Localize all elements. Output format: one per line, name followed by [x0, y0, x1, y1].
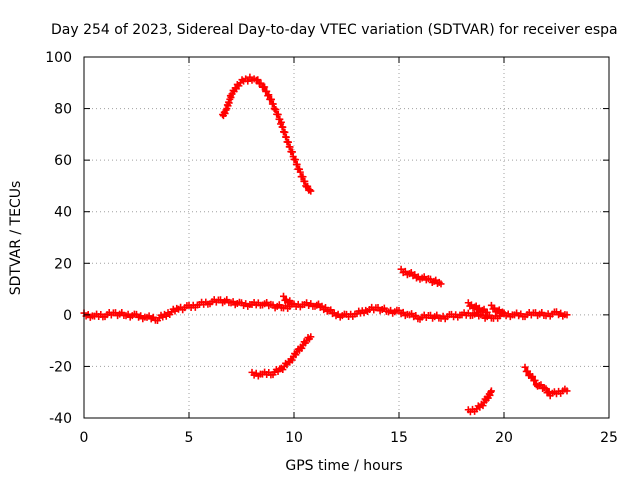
data-series — [80, 73, 571, 416]
x-tick-label: 20 — [495, 430, 513, 446]
data-point — [227, 93, 235, 101]
data-point — [563, 387, 571, 395]
data-point — [244, 77, 252, 85]
y-tick-label: 80 — [54, 102, 72, 118]
x-tick-label: 25 — [600, 430, 618, 446]
data-point — [296, 168, 304, 176]
data-point — [298, 344, 306, 352]
y-axis-label: SDTVAR / TECUs — [8, 181, 24, 296]
data-point — [437, 280, 445, 288]
data-point — [257, 79, 265, 87]
data-point — [529, 372, 537, 380]
data-point — [531, 376, 539, 384]
gridlines — [84, 57, 609, 418]
data-point — [500, 310, 508, 318]
series-main-band — [80, 296, 571, 325]
series-cluster-c — [487, 301, 508, 318]
data-point — [265, 91, 273, 99]
y-tick-label: 100 — [45, 50, 72, 66]
x-tick-label: 10 — [285, 430, 303, 446]
series-dip-late — [521, 363, 571, 400]
x-tick-label: 5 — [185, 430, 194, 446]
data-point — [306, 186, 314, 194]
y-tick-label: 20 — [54, 256, 72, 272]
data-point — [301, 177, 309, 185]
y-tick-label: -20 — [49, 359, 72, 375]
data-point — [307, 187, 315, 195]
data-point — [521, 363, 529, 371]
series-cluster-b — [464, 299, 491, 317]
y-tick-label: 0 — [63, 308, 72, 324]
data-point — [288, 356, 296, 364]
data-point — [261, 83, 269, 91]
data-point — [307, 333, 315, 341]
data-point — [563, 311, 571, 319]
series-rise-evening — [464, 387, 495, 416]
data-point — [269, 100, 277, 108]
x-axis-label: GPS time / hours — [285, 458, 402, 474]
data-point — [264, 92, 272, 100]
x-tick-label: 15 — [390, 430, 408, 446]
y-tick-label: 40 — [54, 205, 72, 221]
y-tick-label: -40 — [49, 411, 72, 427]
chart-title: Day 254 of 2023, Sidereal Day-to-day VTE… — [51, 22, 618, 38]
series-rise-midday — [248, 333, 315, 380]
data-point — [299, 173, 307, 181]
data-point — [254, 76, 262, 84]
x-tick-label: 0 — [80, 430, 89, 446]
data-point — [524, 367, 532, 375]
data-point — [292, 351, 300, 359]
series-segment-afternoon — [397, 265, 445, 288]
data-point — [288, 299, 296, 307]
data-point — [268, 95, 275, 103]
data-point — [483, 308, 491, 316]
data-point — [479, 402, 487, 410]
data-point — [221, 109, 229, 117]
data-point — [487, 387, 495, 395]
axis-ticks: 0 5 10 15 20 25 -40 -20 0 20 40 60 80 100 — [45, 50, 618, 446]
series-arc-morning — [219, 73, 315, 195]
series-cluster-a — [280, 292, 296, 307]
y-tick-label: 60 — [54, 153, 72, 169]
plot-frame — [83, 56, 610, 419]
